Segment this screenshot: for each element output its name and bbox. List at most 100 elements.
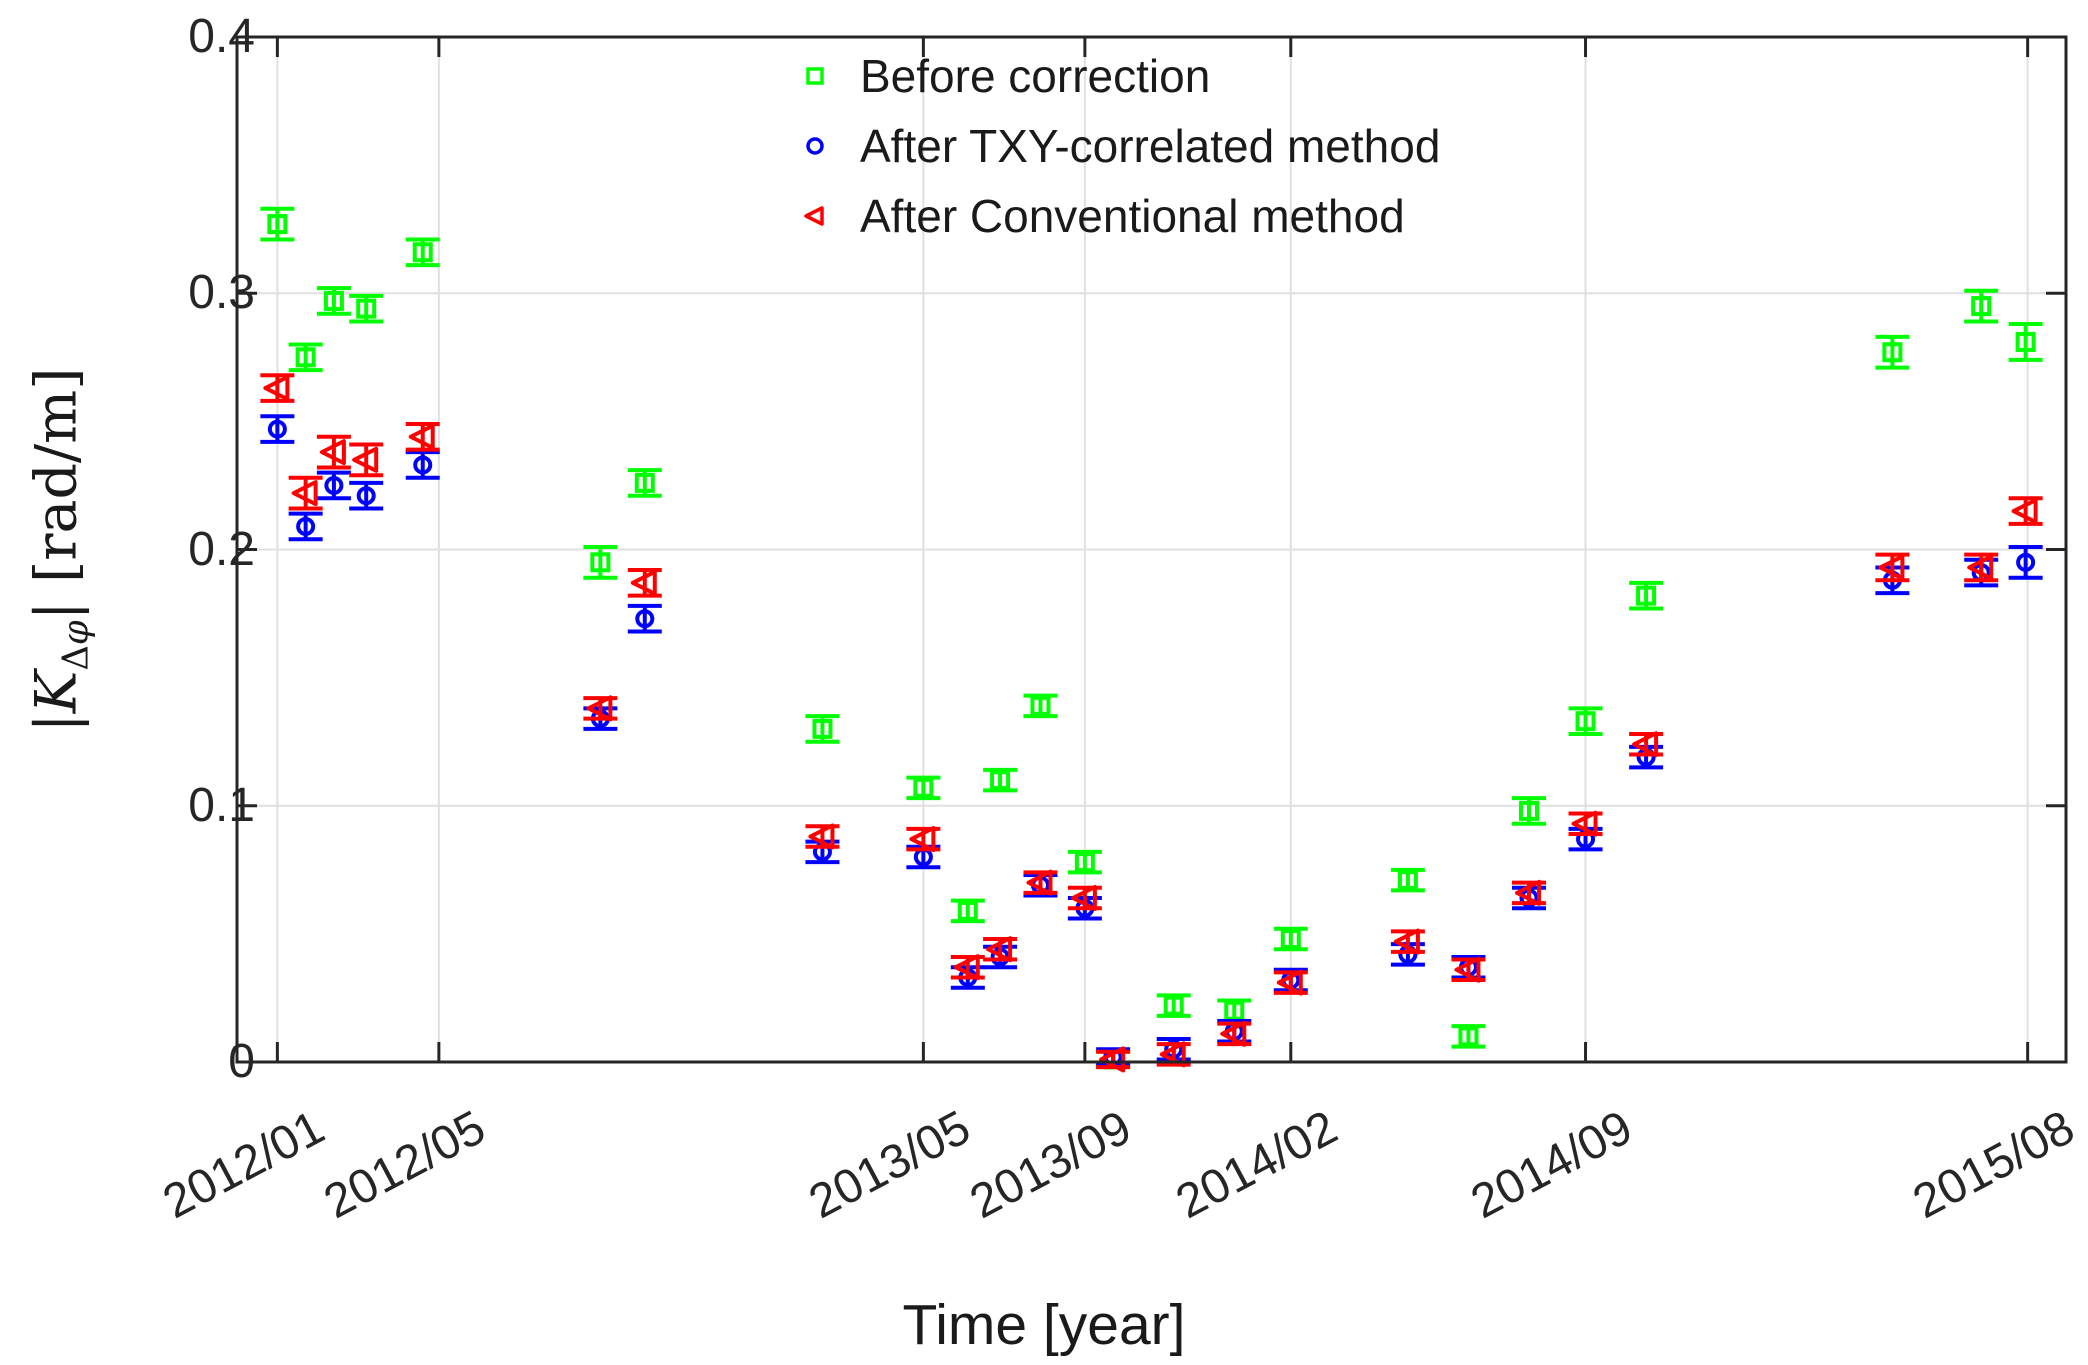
y-tick-label: 0.2 xyxy=(188,522,255,576)
square-marker-icon xyxy=(806,67,824,85)
data-point xyxy=(1451,1024,1486,1049)
square-marker xyxy=(957,900,978,921)
triangle-left-marker xyxy=(263,375,290,402)
square-marker xyxy=(1575,711,1596,732)
square-marker xyxy=(295,347,316,368)
y-tick-label: 0.3 xyxy=(188,266,255,320)
triangle-left-marker xyxy=(1276,969,1303,996)
square-marker xyxy=(812,718,833,739)
square-marker xyxy=(2015,331,2036,352)
data-point xyxy=(1964,552,1999,583)
circle-marker xyxy=(296,516,316,536)
triangle-left-marker-icon xyxy=(804,206,824,226)
y-tick-label: 0.4 xyxy=(188,10,255,63)
data-point xyxy=(983,936,1018,963)
data-point xyxy=(627,603,662,634)
data-point xyxy=(1512,796,1547,826)
data-point xyxy=(1217,998,1252,1023)
data-point xyxy=(288,475,323,511)
square-marker xyxy=(1397,870,1418,891)
ylabel-delta: Δ xyxy=(55,645,97,671)
square-marker xyxy=(990,770,1011,791)
square-marker xyxy=(1458,1026,1479,1047)
triangle-left-marker xyxy=(909,826,936,853)
data-point xyxy=(1451,956,1486,983)
triangle-left-marker xyxy=(1026,869,1053,896)
triangle-left-marker xyxy=(953,954,980,981)
square-marker xyxy=(1636,585,1657,606)
circle-marker xyxy=(413,455,433,475)
data-point xyxy=(349,480,384,511)
data-point xyxy=(1964,288,1999,324)
data-point xyxy=(1875,552,1910,583)
square-marker xyxy=(1074,852,1095,873)
triangle-left-marker xyxy=(2011,498,2038,525)
data-point xyxy=(1629,580,1664,611)
data-point xyxy=(1875,334,1910,370)
circle-marker-icon xyxy=(806,137,824,155)
square-marker xyxy=(1224,1000,1245,1021)
legend-item-before-correction: Before correction xyxy=(800,50,1440,102)
triangle-left-marker xyxy=(630,569,657,596)
data-point xyxy=(349,293,384,324)
triangle-left-marker xyxy=(1220,1020,1247,1047)
x-axis-label: Time [year] xyxy=(902,1293,1186,1357)
ylabel-open-bar: | xyxy=(23,713,90,733)
data-point xyxy=(405,421,440,452)
circle-marker xyxy=(267,419,287,439)
legend-item-txy-correlated: After TXY-correlated method xyxy=(800,120,1441,172)
data-point xyxy=(1568,706,1603,736)
square-marker xyxy=(356,298,377,319)
triangle-left-marker xyxy=(808,823,835,850)
triangle-left-marker xyxy=(1571,810,1598,837)
data-point xyxy=(1023,693,1058,719)
triangle-left-marker xyxy=(352,446,379,473)
data-point xyxy=(2008,544,2043,580)
data-point xyxy=(1273,969,1308,996)
legend-item-conventional: After Conventional method xyxy=(800,190,1440,242)
data-point xyxy=(1096,1046,1131,1073)
data-point xyxy=(1067,885,1102,911)
data-point xyxy=(1156,1041,1191,1068)
square-marker xyxy=(1971,296,1992,317)
data-point xyxy=(288,342,323,373)
triangle-left-marker xyxy=(1878,554,1905,581)
data-point xyxy=(805,823,840,850)
circle-marker xyxy=(2016,552,2036,572)
data-point xyxy=(288,511,323,542)
data-point xyxy=(1156,993,1191,1018)
triangle-left-marker xyxy=(1454,956,1481,983)
data-point xyxy=(1217,1020,1252,1047)
data-point xyxy=(583,544,618,580)
data-point xyxy=(349,442,384,478)
square-marker xyxy=(1519,800,1540,821)
data-point xyxy=(1568,810,1603,837)
triangle-left-marker xyxy=(319,439,346,466)
triangle-left-marker xyxy=(291,480,318,507)
square-marker xyxy=(1882,342,1903,363)
square-marker xyxy=(1163,995,1184,1016)
data-point xyxy=(1390,928,1425,955)
y-tick-label: 0.1 xyxy=(188,778,255,832)
data-point xyxy=(950,954,985,981)
data-point xyxy=(983,767,1018,793)
data-point xyxy=(260,414,295,444)
data-point xyxy=(1273,926,1308,952)
ylabel-K: K xyxy=(23,670,90,714)
data-point xyxy=(583,695,618,722)
legend-label: After Conventional method xyxy=(860,190,1405,242)
y-tick-label: 0 xyxy=(228,1035,255,1088)
triangle-left-marker xyxy=(1159,1041,1186,1068)
data-point xyxy=(2008,496,2043,526)
data-point xyxy=(627,568,662,598)
triangle-left-marker xyxy=(1393,928,1420,955)
y-axis-label: |KΔφ| [rad/m] xyxy=(23,368,96,733)
ylabel-unit: | [rad/m] xyxy=(23,367,90,621)
triangle-left-marker xyxy=(1515,879,1542,906)
data-point xyxy=(1629,731,1664,758)
square-marker xyxy=(634,472,655,493)
legend-label: After TXY-correlated method xyxy=(860,120,1441,172)
data-point xyxy=(316,470,351,501)
